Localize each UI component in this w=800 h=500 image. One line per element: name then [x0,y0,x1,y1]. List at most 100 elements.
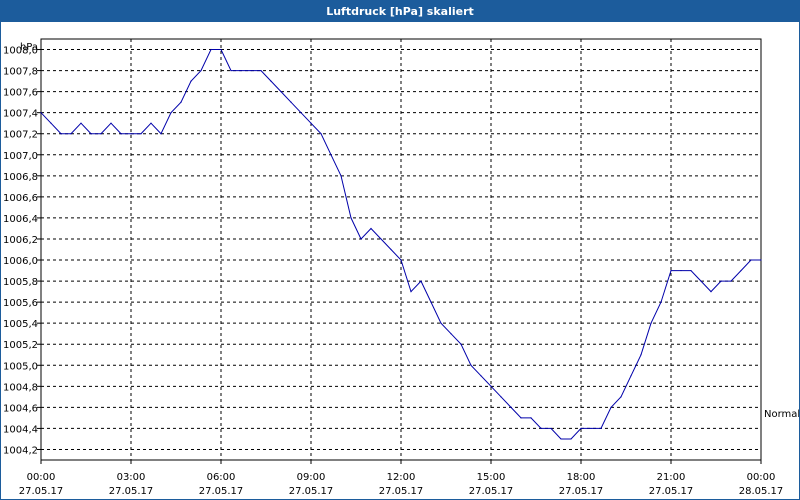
y-tick-label: 1004,2 [3,445,38,456]
data-point [40,112,42,114]
data-point [510,406,512,408]
data-point [710,291,712,293]
data-point [320,133,322,135]
data-point [690,269,692,272]
data-point [610,406,612,408]
data-point [590,427,592,430]
y-tick-label: 1007,2 [3,130,38,141]
y-tick-label: 1007,0 [3,151,38,162]
x-tick-time: 09:00 [297,472,326,483]
data-point [620,396,622,398]
y-tick-label: 1004,6 [3,403,38,414]
data-point [520,417,522,419]
data-point [170,112,172,114]
data-point [560,438,562,440]
y-tick-label: 1008,0 [3,46,38,57]
data-point [630,375,632,377]
x-tick-date: 27.05.17 [559,486,604,497]
data-point [650,322,652,324]
x-tick-date: 27.05.17 [199,486,244,497]
y-tick-label: 1004,8 [3,382,38,393]
data-point [410,291,412,293]
data-point [540,427,542,430]
data-point [480,375,482,377]
x-tick-date: 27.05.17 [649,486,694,497]
data-point [380,238,382,240]
data-point [370,227,372,230]
y-tick-label: 1005,8 [3,277,38,288]
y-tick-label: 1006,4 [3,214,38,225]
data-point [90,133,92,135]
data-point [600,427,602,430]
data-point [720,280,722,282]
data-point [140,133,142,135]
data-point [220,48,222,51]
data-point [250,69,252,72]
normal-annotation: Normal [764,409,799,420]
y-tick-label: 1005,2 [3,340,38,351]
y-tick-label: 1005,4 [3,319,38,330]
y-tick-label: 1004,4 [3,424,38,435]
data-point [750,259,752,261]
y-tick-label: 1006,8 [3,172,38,183]
x-tick-time: 15:00 [477,472,506,483]
data-point [120,133,122,135]
data-point [500,396,502,398]
x-tick-time: 18:00 [567,472,596,483]
y-tick-label: 1006,6 [3,193,38,204]
data-point [530,417,532,419]
data-point [330,154,332,156]
x-tick-time: 00:00 [27,472,56,483]
data-point [160,133,162,135]
data-point [180,101,182,103]
data-point [280,91,282,93]
data-point [200,69,202,72]
data-point [360,238,362,240]
x-tick-date: 28.05.17 [739,486,784,497]
data-point [470,364,472,366]
y-tick-label: 1006,2 [3,235,38,246]
y-tick-label: 1007,8 [3,67,38,78]
data-point [210,48,212,51]
x-tick-date: 27.05.17 [19,486,64,497]
data-point [730,280,732,282]
data-point [340,175,342,177]
data-point [400,259,402,261]
data-point [300,112,302,114]
data-point [290,101,292,103]
data-point [260,69,262,72]
data-point [70,133,72,135]
data-point [550,427,552,430]
data-point [660,301,662,303]
data-point [390,248,392,251]
y-axis-label: hPa [20,42,38,53]
x-tick-date: 27.05.17 [379,486,424,497]
data-point [670,269,672,272]
data-point [490,385,492,387]
data-point [640,354,642,356]
data-point [680,269,682,272]
data-point [130,133,132,135]
x-tick-time: 12:00 [387,472,416,483]
data-point [50,122,52,124]
data-point [430,301,432,303]
data-point [230,69,232,72]
data-point [270,80,272,82]
data-point [450,333,452,335]
data-point [760,259,762,261]
y-tick-label: 1006,0 [3,256,38,267]
data-point [580,427,582,430]
data-point [100,133,102,135]
x-tick-time: 06:00 [207,472,236,483]
x-tick-date: 27.05.17 [289,486,334,497]
data-point [110,122,112,124]
data-point [60,133,62,135]
x-tick-time: 00:00 [747,472,776,483]
data-point [460,343,462,345]
data-point [740,269,742,272]
x-tick-date: 27.05.17 [469,486,514,497]
x-tick-time: 03:00 [117,472,146,483]
y-tick-label: 1005,6 [3,298,38,309]
